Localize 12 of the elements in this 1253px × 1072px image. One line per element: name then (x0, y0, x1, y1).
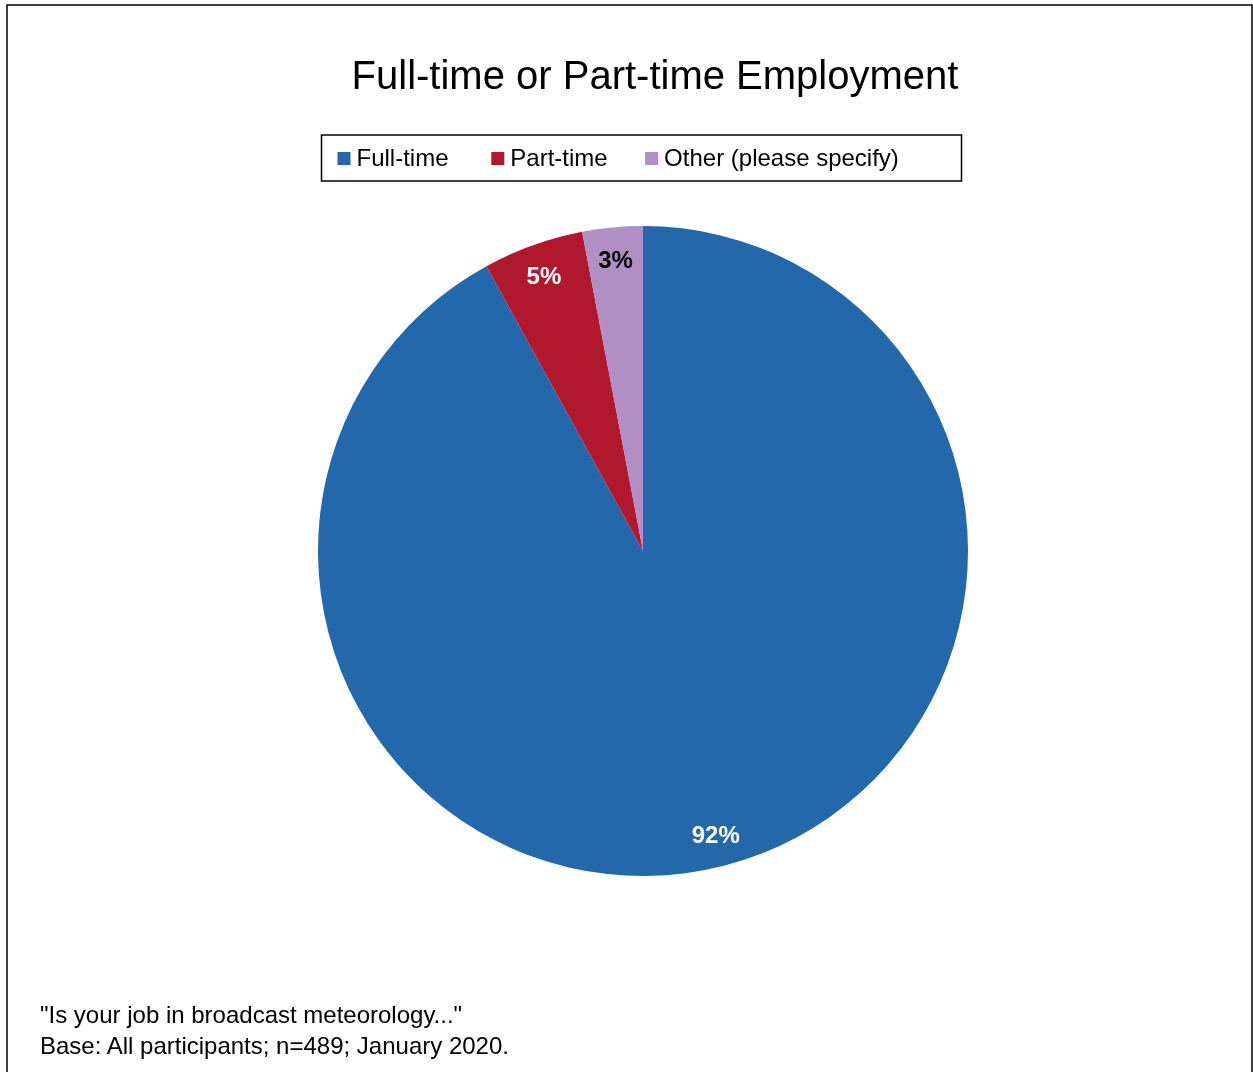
data-label: 3% (598, 246, 633, 274)
pie-slice (486, 231, 643, 551)
legend-label: Part-time (510, 144, 608, 172)
text: Base: All participants; n=489; January 2020. (40, 1032, 509, 1060)
legend-label: Full-time (356, 144, 449, 172)
data-label: 92% (691, 820, 740, 848)
pie-slice (582, 226, 643, 551)
chart-title: Full-time or Part-time Employment (351, 53, 959, 97)
text: "Is your job in broadcast meteorology..." (40, 1001, 463, 1029)
pie-slice (318, 226, 968, 876)
legend-label: Other (please specify) (664, 144, 899, 172)
data-label: 5% (526, 262, 562, 290)
